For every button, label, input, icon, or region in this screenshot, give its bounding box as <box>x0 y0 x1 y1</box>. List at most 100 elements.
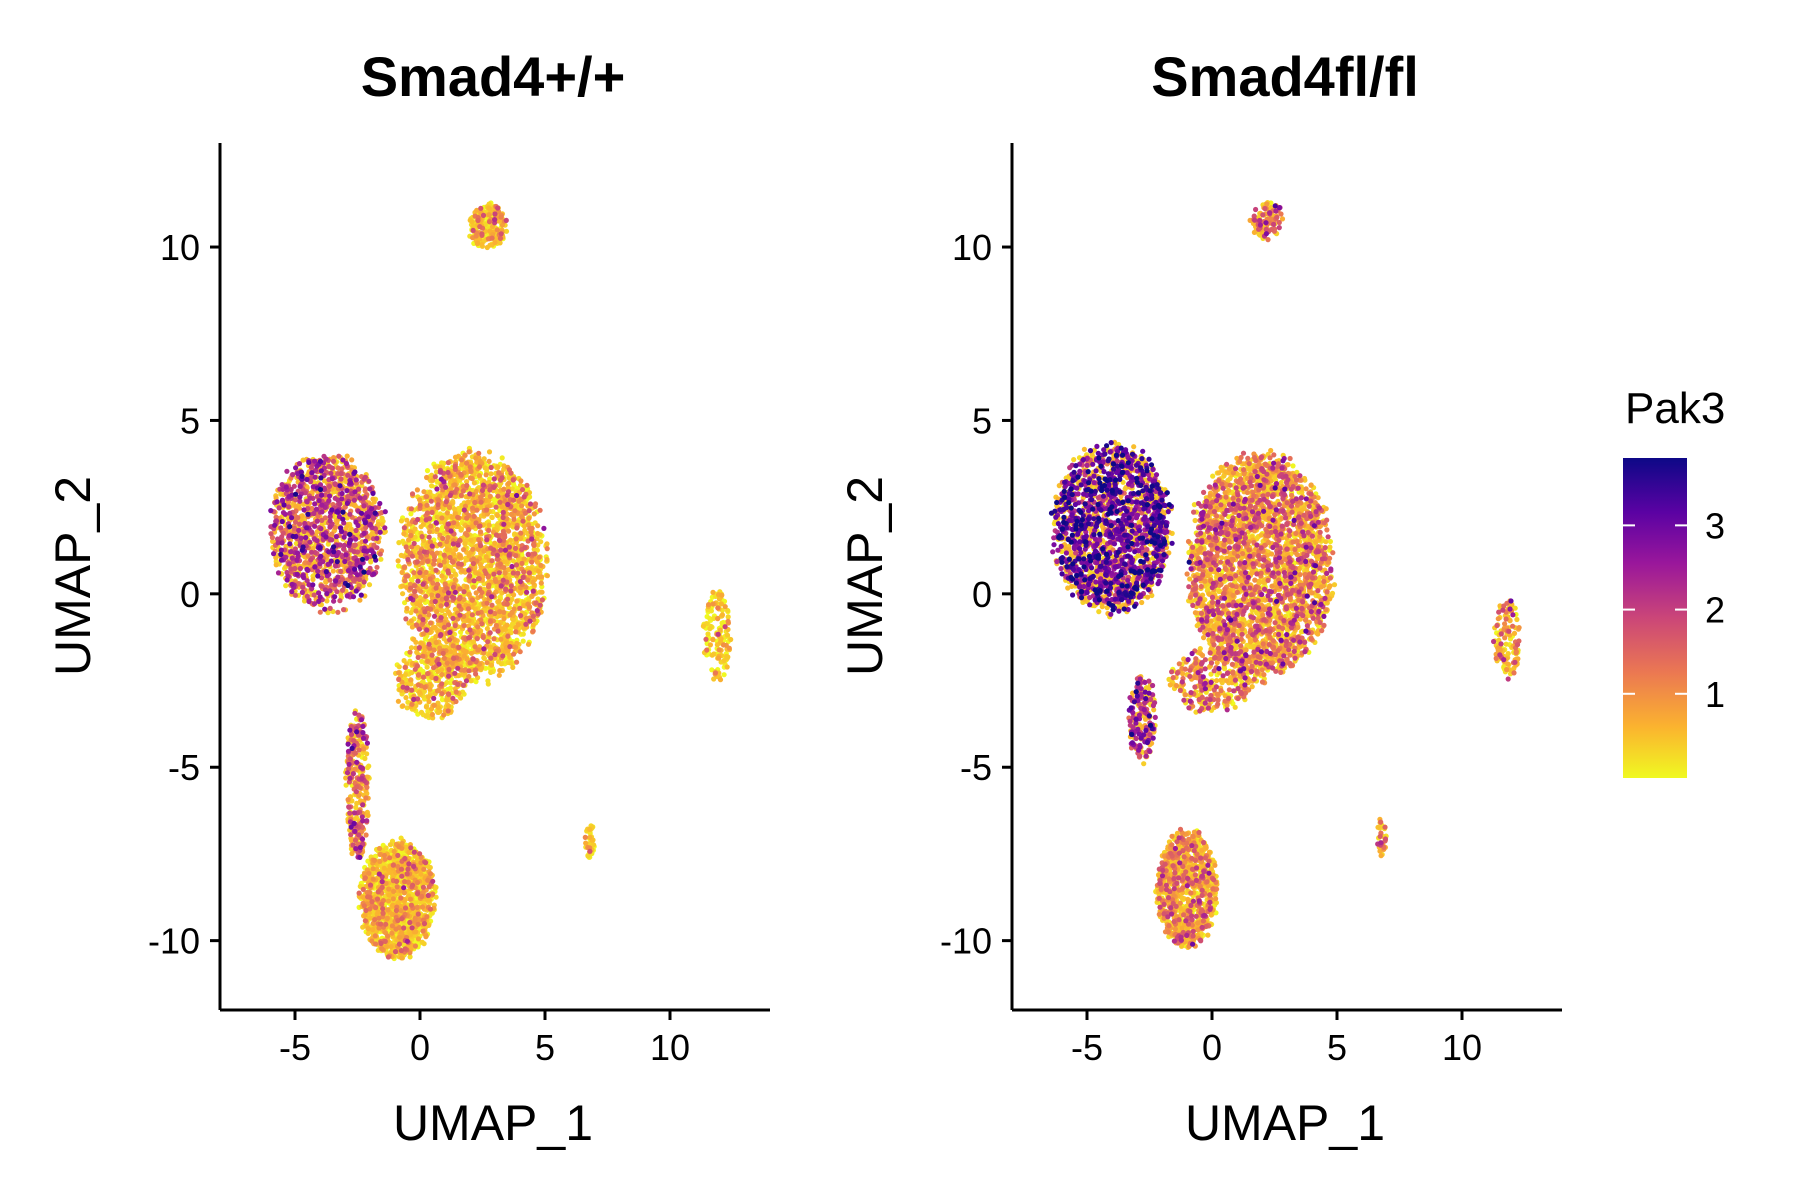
cell-point <box>393 926 399 932</box>
cell-point <box>439 671 445 678</box>
cell-point <box>414 904 420 911</box>
cell-point <box>434 688 441 694</box>
cell-point <box>526 515 532 521</box>
cell-point <box>498 636 504 642</box>
cell-point <box>366 870 372 876</box>
cell-point <box>370 496 376 502</box>
cell-point <box>501 616 507 622</box>
cell-point <box>399 569 405 576</box>
cell-point <box>387 842 393 848</box>
cell-point <box>466 449 472 455</box>
cell-point <box>365 926 371 932</box>
cell-point <box>501 609 507 615</box>
cell-point <box>462 541 468 547</box>
cell-point <box>411 636 417 643</box>
cell-point <box>310 576 316 583</box>
cell-point <box>415 936 422 942</box>
cell-point <box>406 537 412 543</box>
cell-point <box>538 562 544 569</box>
cell-point <box>398 908 404 914</box>
cell-point <box>434 526 440 532</box>
cell-point <box>417 497 423 503</box>
cell-point <box>363 832 369 838</box>
cell-point <box>488 562 494 569</box>
cell-point <box>488 662 495 668</box>
cell-point <box>484 244 490 251</box>
cell-point <box>384 915 390 921</box>
cell-point <box>413 929 419 935</box>
cell-point <box>427 871 434 877</box>
cell-point <box>710 589 716 596</box>
cell-point <box>362 755 368 762</box>
cell-point <box>365 764 371 771</box>
cell-point <box>475 240 481 246</box>
cell-point <box>488 669 494 676</box>
cell-point <box>721 658 727 664</box>
cell-point <box>417 602 423 609</box>
cell-point <box>444 546 450 552</box>
cell-point <box>431 702 437 708</box>
cell-point <box>408 511 414 517</box>
scatter-points <box>268 200 734 962</box>
cell-point <box>466 591 472 597</box>
cell-point <box>439 573 445 579</box>
cell-point <box>372 933 378 939</box>
cell-point <box>458 695 464 701</box>
cell-point <box>423 934 429 940</box>
cell-point <box>468 537 474 543</box>
panel-title: Smad4+/+ <box>361 45 626 108</box>
cell-point <box>396 934 403 940</box>
cell-point <box>408 677 414 683</box>
cell-point <box>544 573 551 579</box>
cell-point <box>343 525 349 532</box>
cell-point <box>476 473 482 479</box>
cell-point <box>716 655 722 661</box>
cell-point <box>365 930 371 937</box>
cell-point <box>434 577 440 583</box>
cell-point <box>466 618 472 624</box>
cell-point <box>396 563 402 569</box>
cell-point <box>724 664 730 670</box>
cell-point <box>360 894 366 900</box>
cell-point <box>536 554 542 560</box>
cell-point <box>414 879 421 886</box>
cell-point <box>425 694 431 700</box>
cell-point <box>530 579 536 585</box>
cell-point <box>470 546 476 552</box>
cell-point <box>403 672 409 678</box>
cell-point <box>486 212 492 218</box>
cell-point <box>413 608 419 614</box>
cell-point <box>467 475 474 481</box>
cell-point <box>398 518 405 524</box>
cell-point <box>539 574 545 580</box>
cell-point <box>452 454 459 460</box>
cell-point <box>381 852 388 859</box>
cell-point <box>462 452 468 458</box>
cell-point <box>447 611 453 617</box>
cell-point <box>378 556 384 562</box>
cell-point <box>494 227 500 233</box>
cell-point <box>527 494 533 500</box>
cell-point <box>724 632 731 638</box>
cell-point <box>497 667 503 674</box>
cell-point <box>385 898 391 904</box>
cell-point <box>483 472 489 478</box>
cell-point <box>510 664 516 671</box>
cell-point <box>717 677 724 683</box>
cell-point <box>365 812 371 819</box>
cell-point <box>381 865 387 871</box>
cell-point <box>461 667 467 673</box>
cell-point <box>715 616 721 622</box>
cell-point <box>527 604 533 610</box>
cell-point <box>423 569 429 576</box>
cell-point <box>329 531 335 537</box>
cell-point <box>429 711 435 718</box>
cell-point <box>725 654 731 660</box>
cell-point <box>482 465 488 471</box>
cell-point <box>420 631 426 637</box>
cell-point <box>433 639 439 646</box>
cell-point <box>404 605 410 612</box>
cell-point <box>441 712 447 718</box>
cell-point <box>725 618 731 624</box>
